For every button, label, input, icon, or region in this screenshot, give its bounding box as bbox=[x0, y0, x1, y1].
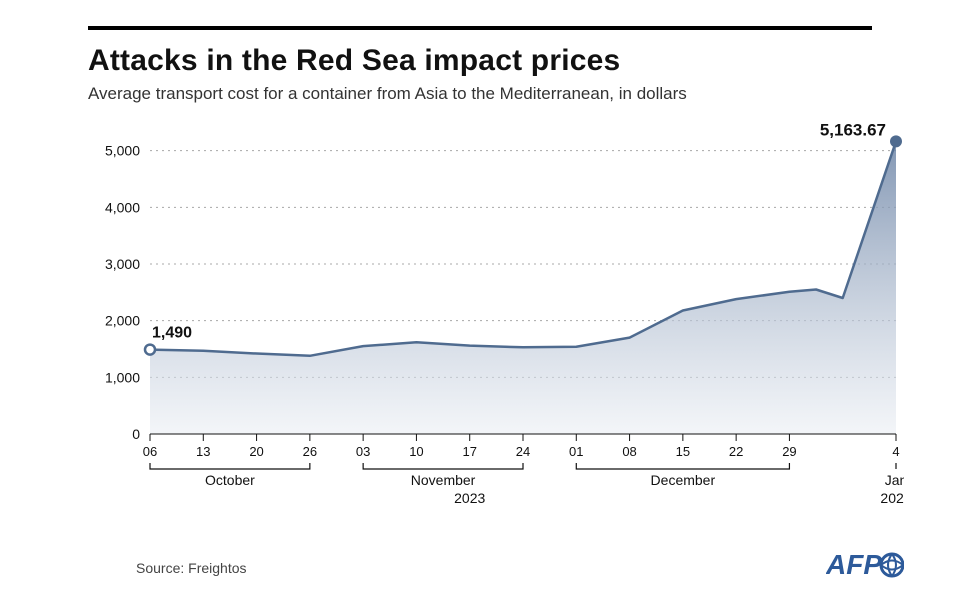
month-bracket bbox=[150, 463, 310, 469]
x-tick-label: 17 bbox=[462, 444, 476, 459]
area-fill bbox=[150, 141, 896, 434]
x-tick-label: 08 bbox=[622, 444, 636, 459]
month-label: Jan bbox=[885, 472, 904, 488]
month-label: December bbox=[651, 472, 716, 488]
month-bracket bbox=[363, 463, 523, 469]
month-label: November bbox=[411, 472, 476, 488]
y-tick-label: 1,000 bbox=[105, 369, 140, 385]
y-tick-label: 3,000 bbox=[105, 256, 140, 272]
logo-globe-lon1 bbox=[888, 554, 892, 576]
x-tick-label: 22 bbox=[729, 444, 743, 459]
x-tick-label: 03 bbox=[356, 444, 370, 459]
x-tick-label: 10 bbox=[409, 444, 423, 459]
x-tick-label: 4 bbox=[892, 444, 899, 459]
end-marker bbox=[891, 136, 901, 146]
logo-globe-lon2 bbox=[892, 554, 896, 576]
x-tick-label: 29 bbox=[782, 444, 796, 459]
year-label: 2024 bbox=[880, 490, 904, 504]
x-tick-label: 01 bbox=[569, 444, 583, 459]
x-tick-label: 26 bbox=[303, 444, 317, 459]
y-tick-label: 0 bbox=[132, 426, 140, 442]
year-label: 2023 bbox=[454, 490, 485, 504]
logo-globe-icon bbox=[881, 554, 903, 576]
x-tick-label: 15 bbox=[676, 444, 690, 459]
afp-logo: AFP bbox=[826, 548, 904, 582]
top-rule bbox=[88, 26, 872, 30]
logo-globe-lat2 bbox=[881, 565, 903, 570]
start-callout: 1,490 bbox=[152, 325, 192, 342]
chart-container: 0 1,000 2,000 3,000 4,000 5,000 06 13 20 26 03 10 17… bbox=[88, 110, 904, 504]
chart-subtitle: Average transport cost for a container f… bbox=[88, 84, 920, 104]
x-tick-label: 06 bbox=[143, 444, 157, 459]
source-label: Source: Freightos bbox=[136, 560, 247, 576]
x-tick-label: 24 bbox=[516, 444, 530, 459]
chart-title: Attacks in the Red Sea impact prices bbox=[88, 44, 920, 78]
month-bracket bbox=[576, 463, 789, 469]
month-label: October bbox=[205, 472, 255, 488]
logo-text: AFP bbox=[826, 549, 882, 580]
logo-globe-lat1 bbox=[881, 561, 903, 566]
y-tick-label: 2,000 bbox=[105, 313, 140, 329]
x-tick-label: 20 bbox=[249, 444, 263, 459]
start-marker bbox=[145, 345, 155, 355]
y-tick-label: 4,000 bbox=[105, 199, 140, 215]
x-tick-label: 13 bbox=[196, 444, 210, 459]
end-callout: 5,163.67 bbox=[820, 120, 886, 139]
area-chart: 0 1,000 2,000 3,000 4,000 5,000 06 13 20 26 03 10 17… bbox=[88, 110, 904, 504]
y-tick-label: 5,000 bbox=[105, 143, 140, 159]
